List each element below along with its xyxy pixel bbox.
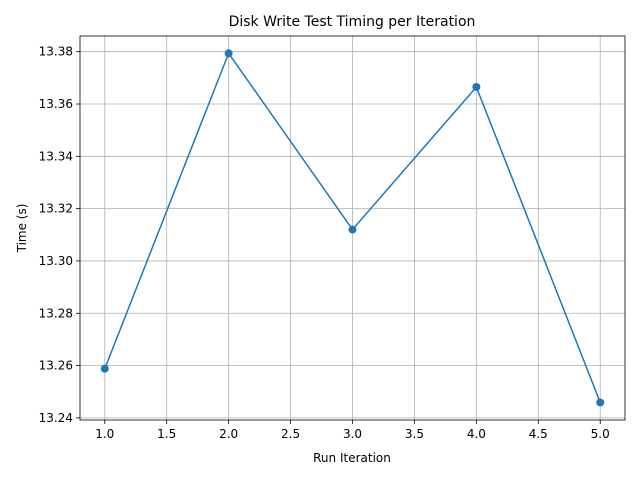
x-axis-label: Run Iteration <box>313 451 391 465</box>
data-point <box>596 398 605 407</box>
y-axis-ticks: 13.24 13.26 13.28 13.30 13.32 13.34 13.36 13.38 <box>39 45 80 425</box>
x-tick-label: 4.0 <box>467 427 486 441</box>
y-tick-label: 13.32 <box>39 202 73 216</box>
x-tick-label: 2.5 <box>281 427 300 441</box>
x-tick-label: 1.5 <box>157 427 176 441</box>
y-tick-label: 13.30 <box>39 254 73 268</box>
x-tick-label: 2.0 <box>219 427 238 441</box>
y-tick-label: 13.34 <box>39 149 73 163</box>
series-group <box>100 49 605 407</box>
x-tick-label: 3.5 <box>405 427 424 441</box>
grid <box>80 36 625 420</box>
x-axis-ticks: 1.0 1.5 2.0 2.5 3.0 3.5 4.0 4.5 5.0 <box>95 420 610 441</box>
chart-title: Disk Write Test Timing per Iteration <box>229 14 476 30</box>
y-tick-label: 13.36 <box>39 97 73 111</box>
data-point <box>224 49 233 58</box>
y-tick-label: 13.24 <box>39 411 73 425</box>
x-tick-label: 5.0 <box>591 427 610 441</box>
data-point <box>348 225 357 234</box>
y-tick-label: 13.28 <box>39 306 73 320</box>
y-axis-label: Time (s) <box>15 204 29 254</box>
y-tick-label: 13.26 <box>39 359 73 373</box>
data-point <box>100 364 109 373</box>
x-tick-label: 4.5 <box>529 427 548 441</box>
y-tick-label: 13.38 <box>39 45 73 59</box>
x-tick-label: 1.0 <box>95 427 114 441</box>
x-tick-label: 3.0 <box>343 427 362 441</box>
data-point <box>472 83 481 92</box>
